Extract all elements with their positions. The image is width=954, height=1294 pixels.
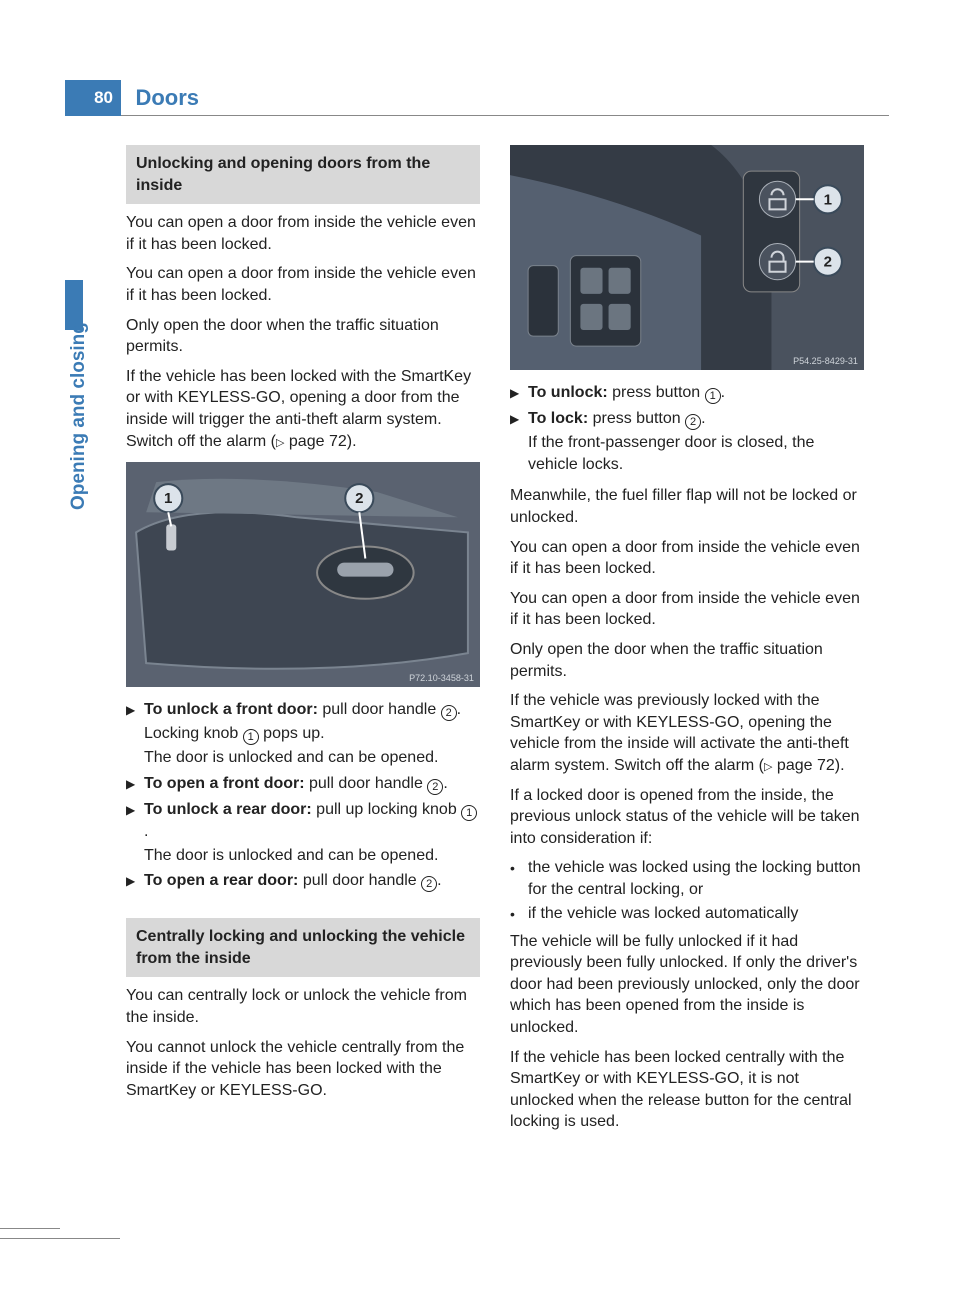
- xref-triangle-icon: ▷: [764, 761, 772, 773]
- step-marker-icon: ▶: [510, 382, 528, 404]
- text-run: .: [144, 823, 148, 840]
- instruction-step: ▶ To open a rear door: pull door handle …: [126, 870, 480, 892]
- text-run: If the front-passenger door is closed, t…: [528, 432, 864, 475]
- svg-text:P54.25-8429-31: P54.25-8429-31: [793, 356, 858, 366]
- instruction-step: ▶ To unlock a rear door: pull up locking…: [126, 799, 480, 866]
- callout-ref: 1: [243, 729, 259, 745]
- figure-svg: 1 2 P54.25-8429-31: [510, 145, 864, 370]
- xref-text: page 72).: [777, 757, 845, 774]
- body-text: The vehicle will be fully unlocked if it…: [510, 931, 864, 1039]
- xref-triangle-icon: ▷: [276, 437, 284, 449]
- body-text: You can centrally lock or unlock the veh…: [126, 985, 480, 1028]
- figure-lock-buttons: 1 2 P54.25-8429-31: [510, 145, 864, 370]
- bullet-icon: •: [510, 857, 528, 879]
- svg-text:1: 1: [164, 490, 172, 507]
- text-run: pull door handle: [305, 775, 428, 792]
- step-marker-icon: ▶: [126, 870, 144, 892]
- text-run: press button: [608, 384, 705, 401]
- callout-ref: 2: [441, 705, 457, 721]
- body-text: Only open the door when the traffic situ…: [510, 639, 864, 682]
- callout-ref: 2: [685, 414, 701, 430]
- body-text: You can open a door from inside the vehi…: [510, 588, 864, 631]
- svg-text:2: 2: [355, 490, 363, 507]
- text-run: The door is unlocked and can be opened.: [144, 747, 480, 769]
- body-text: You cannot unlock the vehicle centrally …: [126, 1037, 480, 1102]
- step-marker-icon: ▶: [126, 773, 144, 795]
- text-run: .: [721, 384, 725, 401]
- xref-text: page 72).: [289, 433, 357, 450]
- text-run: The door is unlocked and can be opened.: [144, 845, 480, 867]
- text-run: if the vehicle was locked automatically: [528, 903, 798, 925]
- text-run: Locking knob: [144, 725, 243, 742]
- text-run: .: [701, 410, 705, 427]
- body-text: Meanwhile, the fuel filler flap will not…: [510, 485, 864, 528]
- callout-ref: 2: [427, 779, 443, 795]
- text-run: .: [443, 775, 447, 792]
- svg-text:P72.10-3458-31: P72.10-3458-31: [409, 673, 474, 683]
- figure-door-handle: 1 2 P72.10-3458-31: [126, 462, 480, 687]
- body-text-with-xref: If the vehicle has been locked with the …: [126, 366, 480, 452]
- text-run: pops up.: [259, 725, 325, 742]
- instruction-step: ▶ To unlock: press button 1.: [510, 382, 864, 404]
- footer-rule: [0, 1238, 120, 1239]
- step-marker-icon: ▶: [126, 799, 144, 821]
- callout-ref: 1: [461, 805, 477, 821]
- step-action-label: To unlock:: [528, 384, 608, 401]
- text-run: press button: [588, 410, 685, 427]
- svg-text:2: 2: [824, 254, 832, 271]
- body-text: You can open a door from inside the vehi…: [510, 537, 864, 580]
- body-text: Only open the door when the traffic situ…: [126, 315, 480, 358]
- figure-svg: 1 2 P72.10-3458-31: [126, 462, 480, 687]
- page-title: Doors: [135, 80, 199, 116]
- callout-ref: 1: [705, 388, 721, 404]
- step-marker-icon: ▶: [510, 408, 528, 430]
- step-action-label: To lock:: [528, 410, 588, 427]
- step-action-label: To open a front door:: [144, 775, 305, 792]
- list-item: •the vehicle was locked using the lockin…: [510, 857, 864, 900]
- body-text: You can open a door from inside the vehi…: [126, 212, 480, 255]
- page-content: Unlocking and opening doors from the ins…: [126, 145, 864, 1204]
- page-header: 80 Doors: [65, 80, 889, 116]
- body-text: If the vehicle has been locked centrally…: [510, 1047, 864, 1133]
- body-text-with-xref: If the vehicle was previously locked wit…: [510, 690, 864, 776]
- instruction-step: ▶ To lock: press button 2. If the front-…: [510, 408, 864, 475]
- step-action-label: To open a rear door:: [144, 872, 298, 889]
- svg-text:1: 1: [824, 191, 832, 208]
- text-run: the vehicle was locked using the locking…: [528, 857, 864, 900]
- text-run: pull up locking knob: [312, 801, 461, 818]
- side-section-label: Opening and closing: [68, 322, 90, 510]
- step-action-label: To unlock a front door:: [144, 701, 318, 718]
- instruction-step: ▶ To open a front door: pull door handle…: [126, 773, 480, 795]
- list-item: •if the vehicle was locked automatically: [510, 903, 864, 925]
- text-run: .: [457, 701, 461, 718]
- instruction-step: ▶ To unlock a front door: pull door hand…: [126, 699, 480, 769]
- text-run: .: [437, 872, 441, 889]
- text-run: pull door handle: [318, 701, 441, 718]
- step-action-label: To unlock a rear door:: [144, 801, 312, 818]
- body-text: You can open a door from inside the vehi…: [126, 263, 480, 306]
- page-number: 80: [65, 80, 121, 116]
- bullet-list: •the vehicle was locked using the lockin…: [510, 857, 864, 924]
- text-run: pull door handle: [298, 872, 421, 889]
- callout-ref: 2: [421, 876, 437, 892]
- bullet-icon: •: [510, 903, 528, 925]
- section-heading-central-locking: Centrally locking and unlocking the vehi…: [126, 918, 480, 977]
- step-marker-icon: ▶: [126, 699, 144, 721]
- body-text: If a locked door is opened from the insi…: [510, 785, 864, 850]
- section-heading-unlock-open-inside: Unlocking and opening doors from the ins…: [126, 145, 480, 204]
